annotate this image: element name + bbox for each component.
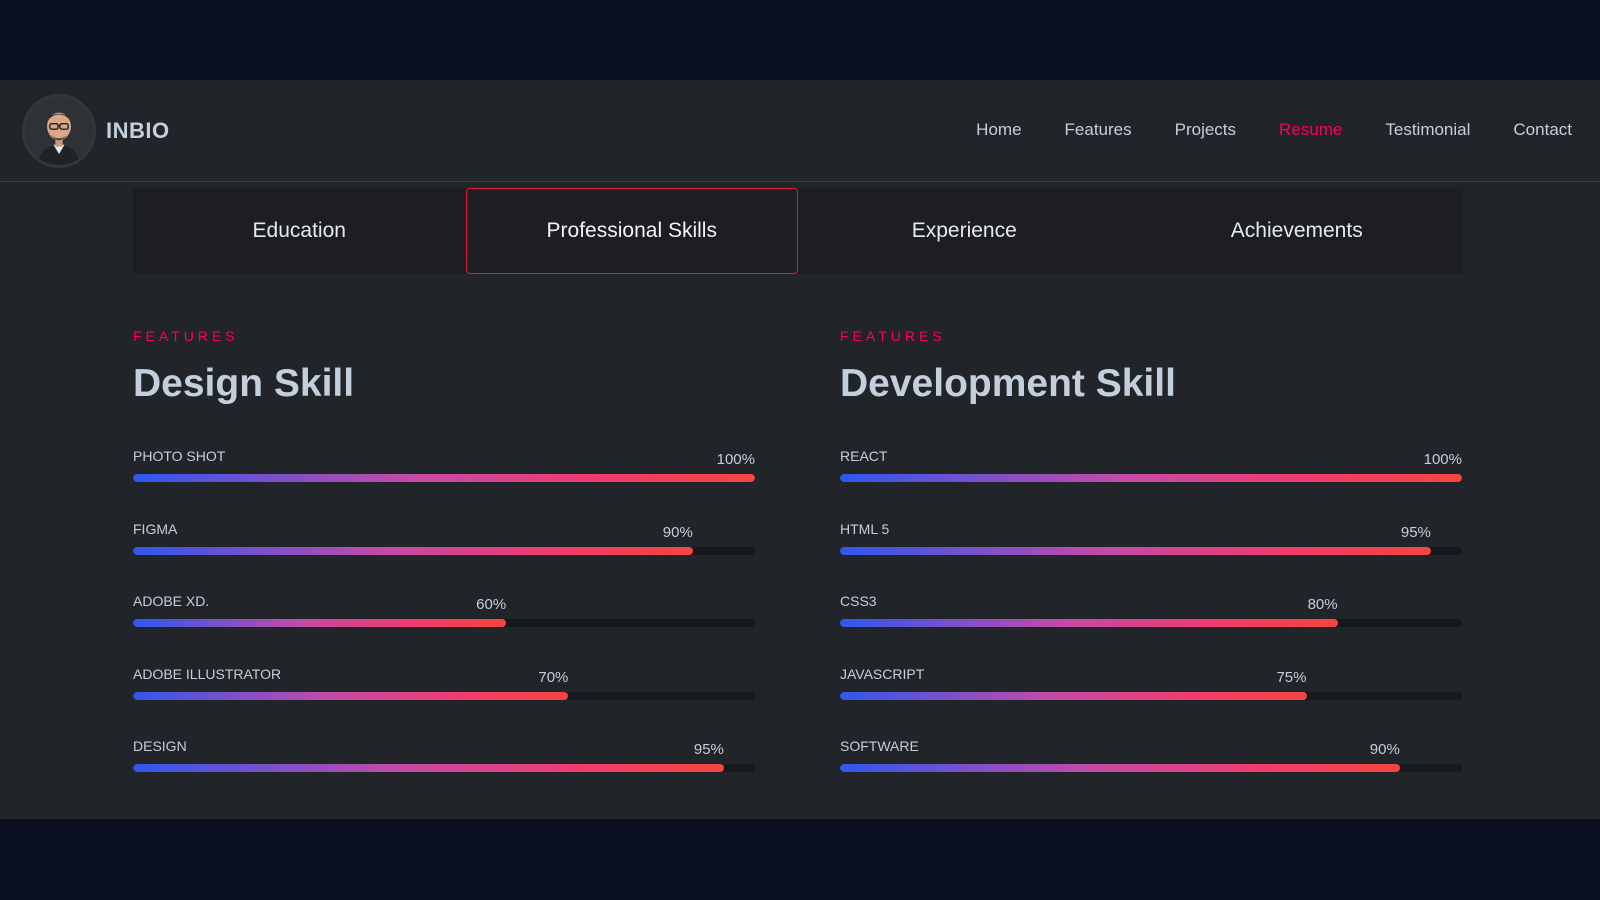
skill-row: DESIGN 95% (133, 738, 755, 811)
skill-name: REACT (840, 448, 888, 464)
nav-features[interactable]: Features (1064, 120, 1132, 139)
skill-percent: 95% (693, 741, 724, 758)
skill-row: ADOBE ILLUSTRATOR 70% (133, 666, 755, 739)
skill-percent: 90% (662, 523, 693, 541)
skill-percent: 100% (716, 451, 755, 468)
skill-list: REACT 100% HTML 5 95% CSS3 80% JAVASCRIPT 75% SO… (840, 448, 1462, 811)
skill-progress-track (133, 546, 755, 555)
skill-row: HTML 5 95% (840, 521, 1462, 594)
skill-name: ADOBE XD. (133, 593, 210, 609)
skill-name: ADOBE ILLUSTRATOR (133, 665, 282, 682)
skill-progress-track (133, 619, 755, 627)
nav-home[interactable]: Home (976, 120, 1022, 139)
nav-resume[interactable]: Resume (1279, 120, 1343, 139)
skill-row: PHOTO SHOT 100% (133, 448, 755, 521)
skill-list: PHOTO SHOT 100% FIGMA 90% ADOBE XD. 60% ADOBE … (133, 448, 755, 811)
skill-row: REACT 100% (840, 448, 1462, 521)
skill-percent: 95% (1400, 523, 1431, 541)
section-kicker: FEATURES (840, 328, 946, 344)
skill-percent: 90% (1369, 741, 1400, 758)
avatar[interactable] (22, 94, 96, 168)
skill-name: DESIGN (133, 738, 187, 754)
skill-percent: 80% (1307, 596, 1338, 613)
skill-progress-fill (133, 764, 724, 772)
skill-percent: 100% (1423, 451, 1462, 468)
skill-percent: 60% (476, 596, 507, 613)
skill-name: CSS3 (840, 593, 877, 609)
nav-projects[interactable]: Projects (1174, 120, 1237, 139)
skill-progress-track (133, 764, 755, 772)
skill-percent: 70% (538, 668, 569, 686)
avatar-image (25, 97, 93, 165)
skill-row: CSS3 80% (840, 593, 1462, 666)
skill-progress-fill (133, 619, 507, 627)
skill-progress-fill (133, 546, 693, 555)
tab-professional-skills[interactable]: Professional Skills (465, 188, 798, 274)
skill-progress-track (840, 474, 1462, 482)
skill-progress-fill (840, 764, 1400, 772)
skill-progress-track (133, 474, 755, 482)
skill-progress-track (840, 546, 1462, 555)
skill-progress-track (840, 764, 1462, 772)
skill-row: SOFTWARE 90% (840, 738, 1462, 811)
skill-name: PHOTO SHOT (133, 448, 226, 464)
tab-education[interactable]: Education (252, 219, 346, 242)
section-title: Design Skill (133, 362, 355, 405)
skill-progress-track (840, 691, 1462, 700)
skill-progress-fill (840, 474, 1462, 482)
skill-progress-fill (133, 691, 569, 700)
skill-row: JAVASCRIPT 75% (840, 666, 1462, 739)
nav-contact[interactable]: Contact (1513, 120, 1572, 139)
skill-name: SOFTWARE (840, 738, 919, 754)
skill-row: ADOBE XD. 60% (133, 593, 755, 666)
skill-progress-fill (840, 546, 1431, 555)
skill-progress-fill (840, 691, 1307, 700)
main-nav: Home Features Projects Resume Testimonia… (933, 120, 1572, 140)
skill-name: FIGMA (133, 520, 178, 537)
skill-name: HTML 5 (840, 520, 890, 537)
tab-experience[interactable]: Experience (911, 219, 1017, 242)
site-header: INBIO Home Features Projects Resume Test… (0, 80, 1600, 182)
tab-achievements[interactable]: Achievements (1230, 219, 1363, 242)
nav-testimonial[interactable]: Testimonial (1385, 120, 1471, 139)
app-window: INBIO Home Features Projects Resume Test… (0, 80, 1600, 819)
section-title: Development Skill (840, 362, 1176, 405)
skill-progress-fill (133, 474, 755, 482)
brand-name[interactable]: INBIO (106, 118, 170, 143)
skill-row: FIGMA 90% (133, 521, 755, 594)
skill-progress-fill (840, 619, 1338, 627)
skill-name: JAVASCRIPT (840, 665, 925, 682)
section-kicker: FEATURES (133, 328, 239, 344)
skill-percent: 75% (1276, 668, 1307, 686)
skill-progress-track (133, 691, 755, 700)
design-skill-section: FEATURES Design Skill PHOTO SHOT 100% FIGM… (133, 328, 755, 811)
skill-progress-track (840, 619, 1462, 627)
resume-tabs: Education Professional Skills Experience… (133, 188, 1463, 274)
development-skill-section: FEATURES Development Skill REACT 100% HTML… (840, 328, 1462, 811)
